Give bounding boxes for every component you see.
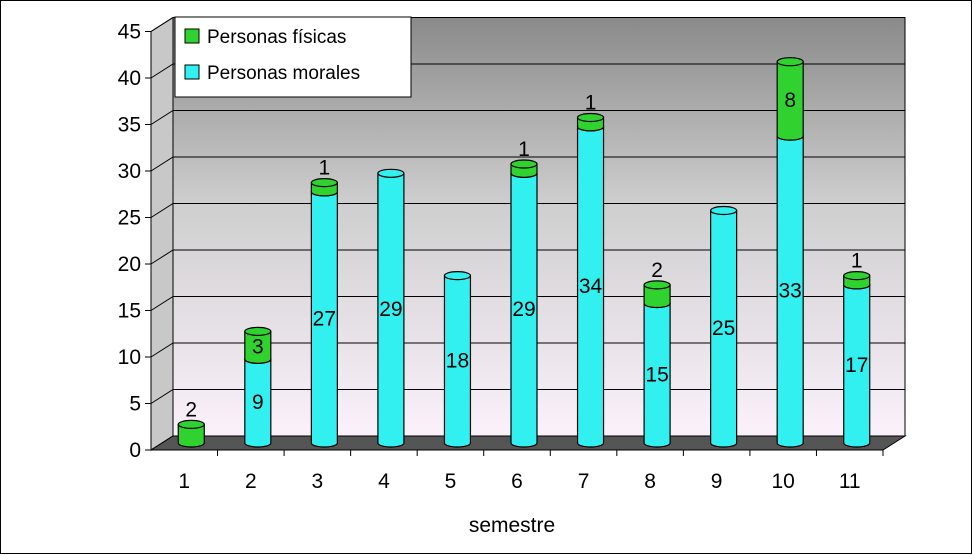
bar-top <box>377 168 405 178</box>
legend-swatch <box>184 28 200 44</box>
data-label: 2 <box>651 259 663 282</box>
x-tick-label: 6 <box>511 470 523 493</box>
data-label: 25 <box>712 317 735 340</box>
bar-body <box>377 172 405 448</box>
data-label: 2 <box>185 398 197 421</box>
bar-top <box>177 419 205 429</box>
data-label: 15 <box>645 363 668 386</box>
bar-segment <box>443 271 472 448</box>
gridline <box>150 156 905 172</box>
bar-body <box>244 358 272 448</box>
x-tick-label: 3 <box>312 470 324 493</box>
data-label: 9 <box>252 391 264 414</box>
y-tick-label: 25 <box>118 207 141 230</box>
x-tick-label: 11 <box>839 470 861 493</box>
bar-top <box>576 112 605 123</box>
bar-body <box>310 191 338 448</box>
gridline <box>150 249 905 265</box>
gridline <box>150 110 905 125</box>
bar-top <box>643 280 671 290</box>
bar-top <box>843 271 871 281</box>
bar-body <box>177 423 205 448</box>
x-tick-label: 4 <box>378 470 390 493</box>
x-tick-label: 1 <box>178 470 190 493</box>
bar-body <box>843 284 871 448</box>
y-tick-label: 10 <box>118 346 141 369</box>
bar-segment <box>843 271 871 290</box>
bar-body <box>510 172 538 448</box>
bar-body <box>643 302 671 448</box>
x-tick-label: 10 <box>772 470 795 493</box>
bar-segment <box>310 178 338 197</box>
bar-top <box>710 205 738 216</box>
bar-segment <box>510 159 538 178</box>
bar-body <box>576 126 605 448</box>
data-label: 18 <box>446 349 469 372</box>
x-tick-label: 9 <box>711 470 723 493</box>
bar-body <box>643 284 671 309</box>
bars <box>177 57 871 448</box>
bar-top <box>510 159 538 169</box>
y-tick-label: 45 <box>118 21 141 44</box>
data-label: 29 <box>379 298 402 321</box>
y-tick-label: 20 <box>118 253 141 276</box>
y-tick-label: 0 <box>129 439 141 462</box>
data-label: 1 <box>851 250 863 273</box>
bar-segment <box>710 205 738 448</box>
data-label: 29 <box>512 298 535 321</box>
data-label: 8 <box>784 89 796 112</box>
x-tick-label: 5 <box>445 470 457 493</box>
gridline <box>150 63 905 79</box>
bar-segment <box>377 168 405 448</box>
legend-box <box>174 16 412 98</box>
bar-body <box>244 330 272 364</box>
x-tick-label: 7 <box>578 470 590 493</box>
bar-segment <box>776 57 804 141</box>
bar-body <box>776 61 804 141</box>
legend-swatch <box>184 64 200 80</box>
y-tick-label: 5 <box>129 393 141 416</box>
bar-body <box>443 275 472 448</box>
legend-label: Personas físicas <box>207 27 346 48</box>
bar-body <box>710 209 738 448</box>
bar-top <box>443 271 472 281</box>
gridline <box>150 17 905 32</box>
bar-top <box>776 57 804 67</box>
bar-segment <box>576 112 605 132</box>
data-label: 1 <box>585 92 597 115</box>
bar-top <box>310 178 338 188</box>
data-label: 1 <box>518 138 530 161</box>
bar-segment <box>643 280 671 309</box>
y-tick-label: 15 <box>118 300 141 323</box>
bar-body <box>776 135 804 448</box>
data-label: 3 <box>252 335 264 358</box>
y-tick-label: 40 <box>118 67 141 90</box>
data-label: 33 <box>779 280 802 303</box>
x-tick-label: 8 <box>644 470 656 493</box>
legend: Personas físicas Personas morales <box>174 16 412 98</box>
bar-top <box>244 326 272 336</box>
bar-segment <box>177 419 205 448</box>
side-wall <box>150 16 174 451</box>
data-label: 1 <box>319 157 331 180</box>
legend-label: Personas morales <box>207 63 360 84</box>
y-tick-label: 35 <box>118 114 141 137</box>
x-tick-label: 2 <box>245 470 257 493</box>
data-label: 27 <box>313 307 336 330</box>
data-label: 34 <box>579 275 603 298</box>
bar-segment <box>244 326 272 364</box>
y-tick-label: 30 <box>118 160 141 183</box>
data-label: 17 <box>845 354 868 377</box>
x-axis-title: semestre <box>469 514 555 537</box>
gridline <box>150 203 905 218</box>
